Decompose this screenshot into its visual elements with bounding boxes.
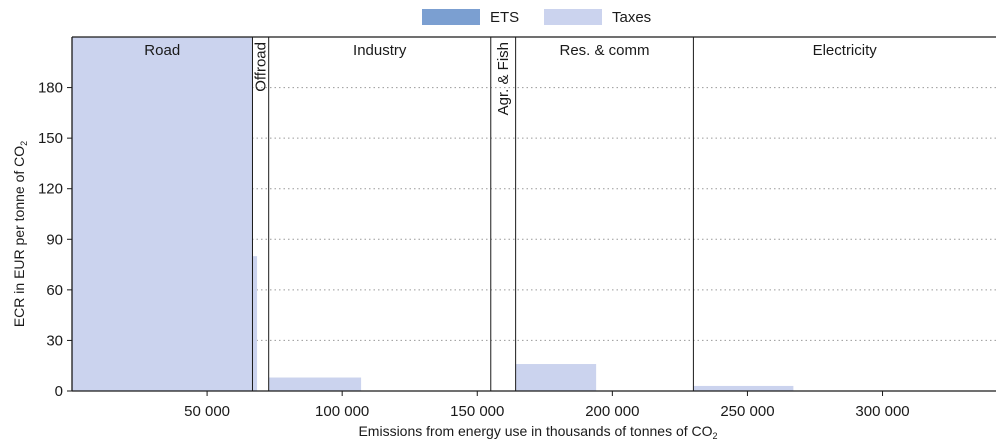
sector-label-res-comm: Res. & comm xyxy=(560,42,650,59)
x-tick-label: 250 000 xyxy=(720,403,774,420)
y-axis-title: ECR in EUR per tonne of CO2 xyxy=(11,141,29,327)
y-tick-label: 180 xyxy=(38,80,63,97)
sector-label-electricity: Electricity xyxy=(813,42,878,59)
y-tick-label: 30 xyxy=(46,332,63,349)
legend-item-ets: ETS xyxy=(422,6,519,28)
bar-taxes xyxy=(72,37,253,391)
x-axis-title: Emissions from energy use in thousands o… xyxy=(358,423,717,441)
sector-label-offroad: Offroad xyxy=(253,42,270,92)
x-tick-label: 50 000 xyxy=(184,403,230,420)
bar-taxes xyxy=(515,364,597,391)
x-tick-label: 100 000 xyxy=(315,403,369,420)
sector-label-agr-fish: Agr. & Fish xyxy=(495,42,512,115)
y-tick-label: 0 xyxy=(55,383,63,400)
bar-taxes xyxy=(252,256,258,391)
x-tick-label: 150 000 xyxy=(450,403,504,420)
legend-label-ets: ETS xyxy=(490,8,520,26)
y-tick-label: 60 xyxy=(46,282,63,299)
bar-taxes xyxy=(693,385,794,391)
legend-item-taxes: Taxes xyxy=(544,6,651,28)
y-tick-label: 120 xyxy=(38,181,63,198)
sector-label-road: Road xyxy=(144,42,180,59)
y-tick-label: 90 xyxy=(46,231,63,248)
y-tick-label: 150 xyxy=(38,130,63,147)
bar-taxes xyxy=(268,377,362,391)
x-tick-label: 200 000 xyxy=(585,403,639,420)
chart-legend: ETS Taxes xyxy=(0,6,997,28)
sector-label-industry: Industry xyxy=(353,42,407,59)
legend-swatch-ets xyxy=(422,9,480,25)
legend-swatch-taxes xyxy=(544,9,602,25)
x-tick-label: 300 000 xyxy=(855,403,909,420)
legend-label-taxes: Taxes xyxy=(612,8,652,26)
